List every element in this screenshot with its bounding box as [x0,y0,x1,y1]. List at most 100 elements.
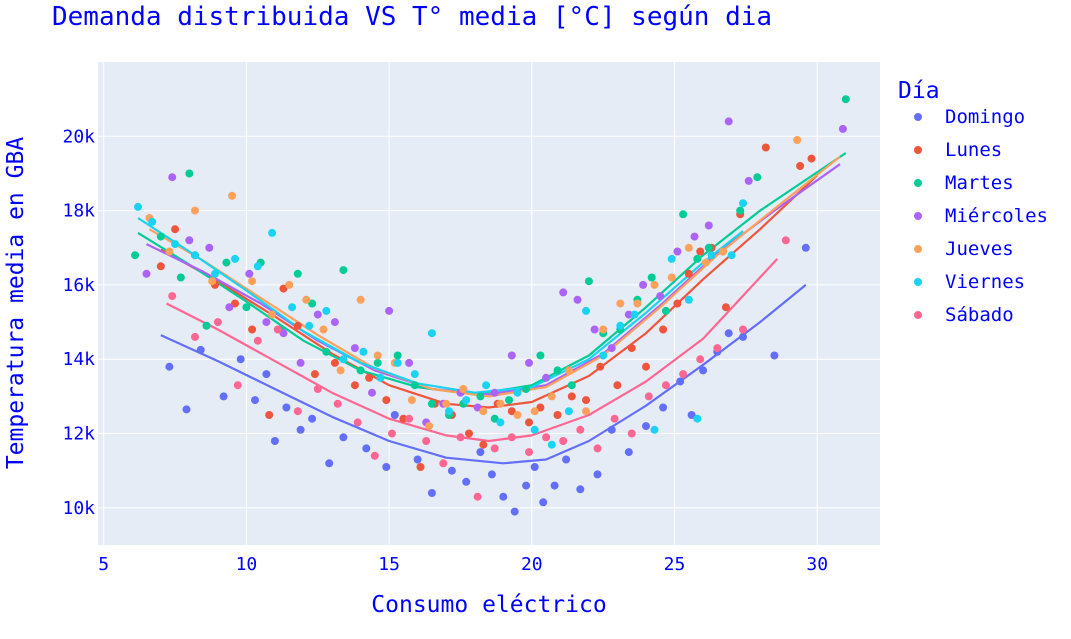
point-martes[interactable] [647,273,656,282]
point-domingo[interactable] [362,444,371,453]
point-miércoles[interactable] [490,388,499,397]
point-jueves[interactable] [793,136,802,144]
point-lunes[interactable] [248,325,257,334]
point-sábado[interactable] [213,318,222,327]
point-martes[interactable] [693,254,702,263]
point-jueves[interactable] [530,407,539,416]
point-viernes[interactable] [171,240,180,249]
point-sábado[interactable] [422,437,431,445]
point-domingo[interactable] [539,498,548,507]
point-lunes[interactable] [627,344,636,353]
legend-item[interactable]: Domingo [914,106,1025,128]
point-lunes[interactable] [507,407,516,416]
point-domingo[interactable] [510,507,519,516]
point-lunes[interactable] [156,262,165,271]
point-martes[interactable] [356,366,365,375]
point-martes[interactable] [736,206,745,215]
point-domingo[interactable] [219,392,228,401]
point-sábado[interactable] [439,459,448,468]
point-viernes[interactable] [496,418,505,427]
point-domingo[interactable] [413,455,422,464]
point-domingo[interactable] [382,463,391,471]
point-lunes[interactable] [330,358,339,367]
point-miércoles[interactable] [168,173,177,182]
legend-item[interactable]: Lunes [914,139,1002,161]
point-domingo[interactable] [476,448,485,457]
point-domingo[interactable] [522,481,531,490]
point-lunes[interactable] [399,414,408,423]
point-lunes[interactable] [613,381,622,390]
point-domingo[interactable] [447,466,456,475]
point-jueves[interactable] [356,295,365,304]
point-sábado[interactable] [253,336,262,345]
point-miércoles[interactable] [368,388,376,397]
point-lunes[interactable] [642,362,650,371]
point-martes[interactable] [679,210,688,219]
point-jueves[interactable] [208,277,217,286]
point-martes[interactable] [131,251,140,260]
point-lunes[interactable] [659,325,668,334]
point-jueves[interactable] [667,273,676,282]
point-martes[interactable] [553,366,562,375]
point-miércoles[interactable] [405,358,414,367]
point-sábado[interactable] [627,429,636,438]
point-miércoles[interactable] [245,269,254,278]
point-jueves[interactable] [701,258,710,267]
point-viernes[interactable] [288,303,297,312]
point-miércoles[interactable] [724,117,733,126]
point-lunes[interactable] [673,299,682,308]
point-viernes[interactable] [211,269,219,278]
point-miércoles[interactable] [279,329,288,338]
point-domingo[interactable] [196,345,205,354]
point-jueves[interactable] [719,247,727,256]
point-lunes[interactable] [582,396,590,405]
point-jueves[interactable] [599,325,608,334]
point-sábado[interactable] [233,381,242,390]
point-martes[interactable] [522,385,531,393]
point-domingo[interactable] [499,492,508,501]
point-sábado[interactable] [696,355,705,364]
point-sábado[interactable] [388,429,396,438]
point-lunes[interactable] [596,362,605,371]
point-sábado[interactable] [781,236,790,245]
point-domingo[interactable] [739,332,747,341]
point-martes[interactable] [202,321,211,330]
point-jueves[interactable] [582,407,590,416]
point-sábado[interactable] [405,414,414,423]
point-lunes[interactable] [365,373,374,382]
legend-item[interactable]: Viernes [914,271,1025,293]
point-domingo[interactable] [576,485,585,494]
point-sábado[interactable] [593,444,602,453]
point-sábado[interactable] [679,370,688,379]
point-viernes[interactable] [513,388,522,397]
point-miércoles[interactable] [838,124,847,133]
point-miércoles[interactable] [525,358,533,367]
point-viernes[interactable] [650,425,659,434]
point-jueves[interactable] [302,295,311,304]
point-jueves[interactable] [479,407,488,416]
point-jueves[interactable] [373,351,382,360]
point-viernes[interactable] [376,373,385,382]
point-martes[interactable] [222,258,231,267]
point-lunes[interactable] [553,411,562,419]
point-lunes[interactable] [567,392,576,401]
point-miércoles[interactable] [225,303,234,312]
point-miércoles[interactable] [690,232,699,241]
point-viernes[interactable] [616,321,625,330]
point-domingo[interactable] [282,403,291,412]
point-domingo[interactable] [550,481,559,490]
point-martes[interactable] [704,243,713,252]
legend-item[interactable]: Jueves [914,238,1014,260]
point-lunes[interactable] [382,396,391,405]
point-lunes[interactable] [684,269,693,278]
point-miércoles[interactable] [296,358,305,367]
point-viernes[interactable] [410,370,419,379]
point-viernes[interactable] [191,251,199,260]
point-sábado[interactable] [370,451,379,460]
point-lunes[interactable] [350,381,359,390]
point-martes[interactable] [476,392,485,401]
point-miércoles[interactable] [673,247,682,256]
point-viernes[interactable] [148,217,157,226]
point-sábado[interactable] [661,381,670,390]
point-martes[interactable] [308,299,317,308]
